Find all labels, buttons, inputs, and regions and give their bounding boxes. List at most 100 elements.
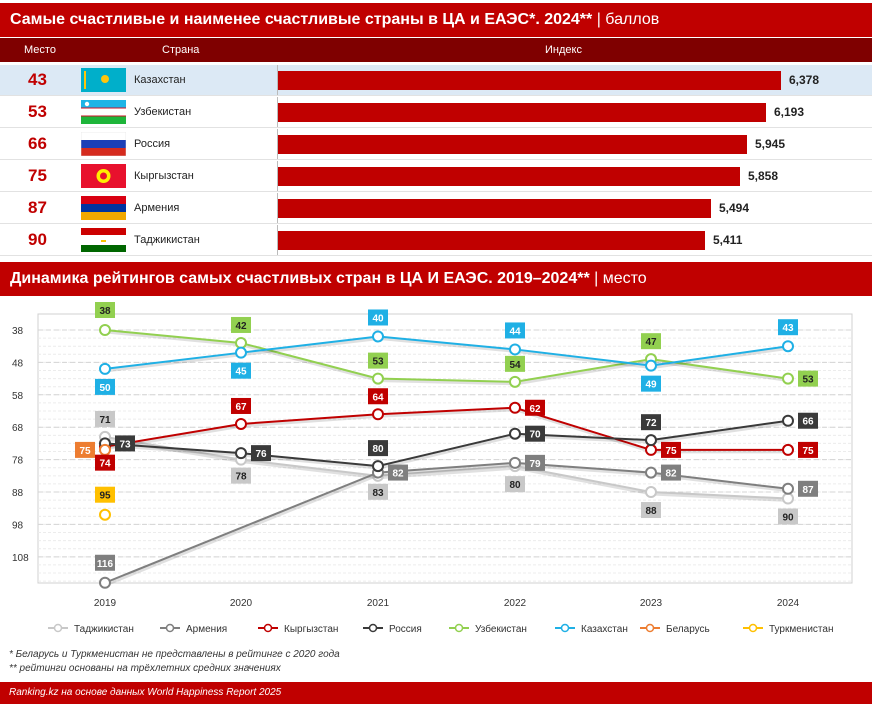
svg-text:43: 43	[782, 323, 794, 334]
y-tick-label: 38	[12, 326, 24, 337]
legend-item: Кыргызстан	[258, 623, 338, 635]
table-row: 43 Казахстан 6,378	[0, 65, 872, 96]
data-point	[509, 401, 521, 414]
y-tick-label: 108	[12, 553, 29, 564]
data-label: 73	[115, 435, 135, 452]
armenia-flag	[81, 196, 126, 220]
country-name: Таджикистан	[134, 234, 200, 246]
data-point	[99, 508, 111, 521]
rank-value: 75	[28, 166, 47, 185]
data-label: 44	[505, 322, 525, 339]
data-point	[645, 359, 657, 372]
data-label: 49	[641, 375, 661, 392]
data-label: 66	[798, 412, 818, 429]
y-tick-label: 98	[12, 520, 24, 531]
data-point	[782, 443, 794, 456]
data-point	[509, 375, 521, 388]
svg-text:44: 44	[509, 326, 521, 337]
svg-text:80: 80	[509, 480, 521, 491]
data-label: 75	[661, 441, 681, 458]
svg-text:66: 66	[802, 417, 814, 428]
data-point	[372, 372, 384, 385]
chart-title-bar: Динамика рейтингов самых счастливых стра…	[0, 262, 872, 296]
country-name: Узбекистан	[134, 106, 192, 118]
svg-text:74: 74	[99, 459, 111, 470]
svg-text:83: 83	[372, 488, 384, 499]
svg-text:Россия: Россия	[389, 624, 422, 635]
data-point	[235, 447, 247, 460]
svg-text:54: 54	[509, 360, 521, 371]
data-label: 74	[95, 454, 115, 471]
x-tick-label: 2020	[230, 598, 253, 609]
index-value: 5,411	[713, 233, 743, 247]
data-label: 116	[95, 554, 115, 571]
table-header: Место Страна Индекс	[0, 38, 872, 62]
series-shadow	[105, 437, 790, 503]
index-value: 5,494	[719, 201, 750, 215]
legend-item: Беларусь	[640, 623, 710, 635]
index-value: 6,378	[789, 73, 820, 87]
svg-text:80: 80	[372, 444, 384, 455]
index-bar	[278, 199, 711, 218]
legend-item: Туркменистан	[743, 623, 833, 635]
uzbekistan-flag	[81, 100, 126, 124]
svg-text:78: 78	[235, 472, 247, 483]
data-label: 62	[525, 399, 545, 416]
svg-text:82: 82	[665, 469, 677, 480]
data-label: 50	[95, 378, 115, 395]
svg-text:67: 67	[235, 402, 247, 413]
svg-text:75: 75	[665, 446, 677, 457]
russia-flag	[81, 132, 126, 156]
data-label: 45	[231, 362, 251, 379]
chart-title: Динамика рейтингов самых счастливых стра…	[10, 270, 590, 287]
series-shadow	[105, 336, 790, 373]
rank-value: 87	[28, 198, 47, 217]
y-tick-label: 88	[12, 488, 24, 499]
data-label: 80	[505, 476, 525, 493]
data-point	[782, 340, 794, 353]
rank-value: 90	[28, 230, 47, 249]
data-point	[782, 482, 794, 495]
data-label: 88	[641, 502, 661, 519]
rank-line-chart: 38 48 58 68 78 88 98 108 2019 2020 2021 2022 2023 202…	[12, 302, 853, 635]
svg-text:40: 40	[372, 313, 384, 324]
svg-text:50: 50	[99, 383, 111, 394]
data-label: 43	[778, 319, 798, 336]
svg-text:Узбекистан: Узбекистан	[475, 623, 527, 635]
svg-text:45: 45	[235, 367, 247, 378]
index-bar	[278, 231, 705, 250]
data-label: 87	[798, 480, 818, 497]
svg-text:49: 49	[645, 380, 657, 391]
table-title-bar: Самые счастливые и наименее счастливые с…	[0, 3, 872, 37]
index-bar	[278, 103, 766, 122]
svg-text:Кыргызстан: Кыргызстан	[284, 624, 338, 635]
data-point	[372, 330, 384, 343]
series-shadow	[105, 330, 790, 386]
country-name: Казахстан	[134, 74, 186, 86]
table-row: 75 Кыргызстан 5,858	[0, 161, 872, 192]
svg-text:82: 82	[392, 469, 404, 480]
kyrgyzstan-flag	[81, 164, 126, 188]
data-label: 47	[641, 333, 661, 350]
svg-text:Армения: Армения	[186, 624, 227, 635]
data-label: 82	[661, 464, 681, 481]
data-label: 78	[231, 467, 251, 484]
svg-text:Казахстан: Казахстан	[581, 624, 628, 635]
svg-text:42: 42	[235, 321, 247, 332]
chart-title-unit: | место	[594, 270, 647, 287]
index-bar	[278, 167, 740, 186]
series-line-Таджикистан	[104, 435, 789, 500]
y-tick-label: 48	[12, 358, 24, 369]
data-point	[372, 408, 384, 421]
data-point	[235, 346, 247, 359]
data-label: 83	[368, 483, 388, 500]
index-bar	[278, 135, 747, 154]
data-label: 40	[368, 309, 388, 326]
data-point	[645, 443, 657, 456]
data-point	[509, 456, 521, 469]
table-row: 90 Таджикистан 5,411	[0, 225, 872, 256]
svg-text:116: 116	[97, 559, 114, 570]
svg-text:88: 88	[645, 506, 657, 517]
series-line-Россия	[104, 419, 789, 468]
y-tick-label: 58	[12, 391, 24, 402]
